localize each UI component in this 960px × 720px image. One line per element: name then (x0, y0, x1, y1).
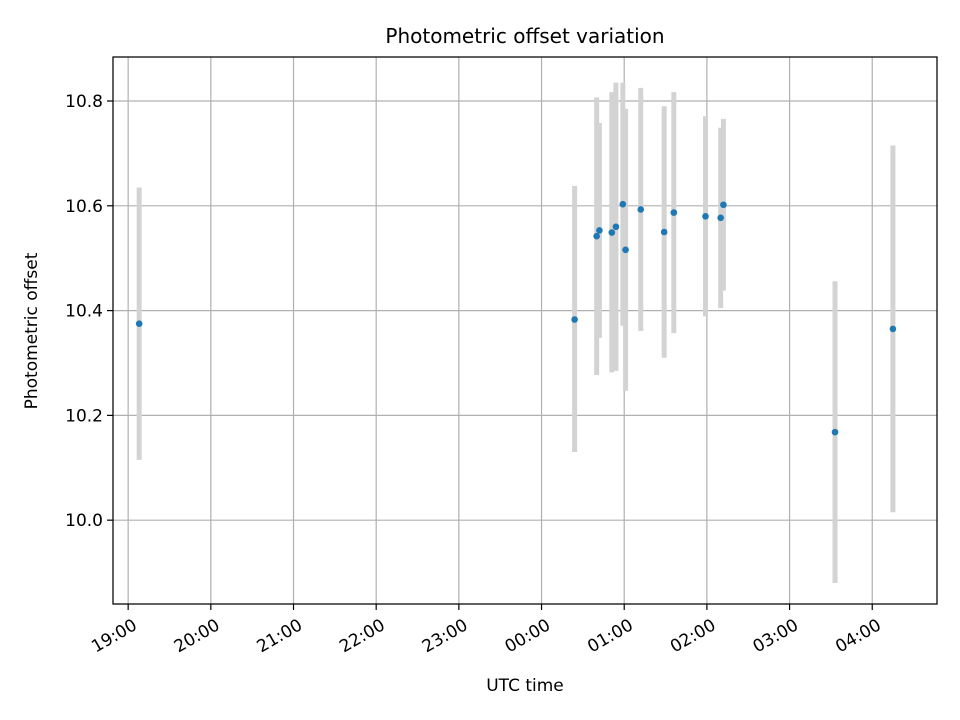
data-point (889, 325, 897, 333)
data-point (831, 428, 839, 436)
x-axis-label: UTC time (486, 676, 564, 696)
data-point (612, 223, 620, 231)
data-point (670, 209, 678, 216)
data-point (593, 232, 600, 240)
data-point (660, 228, 668, 236)
y-axis: 10.0 10.2 10.4 10.6 10.8 (65, 92, 113, 531)
y-tick-label: 10.0 (65, 511, 103, 531)
y-tick-label: 10.8 (65, 92, 103, 112)
data-point (596, 227, 603, 234)
y-tick-label: 10.6 (65, 197, 103, 217)
data-point (637, 206, 645, 213)
data-point (619, 200, 627, 208)
chart-title: Photometric offset variation (385, 24, 664, 48)
data-point (608, 229, 616, 236)
data-point (135, 320, 143, 327)
y-axis-label: Photometric offset (22, 252, 42, 409)
data-points (135, 200, 897, 436)
data-point (717, 214, 724, 222)
plot-area (113, 57, 937, 604)
data-point (702, 212, 709, 220)
data-point (622, 246, 629, 254)
y-tick-label: 10.2 (65, 406, 103, 426)
y-tick-label: 10.4 (65, 302, 103, 322)
data-point (571, 316, 578, 323)
data-point (720, 201, 727, 209)
plot-frame (112, 56, 938, 605)
